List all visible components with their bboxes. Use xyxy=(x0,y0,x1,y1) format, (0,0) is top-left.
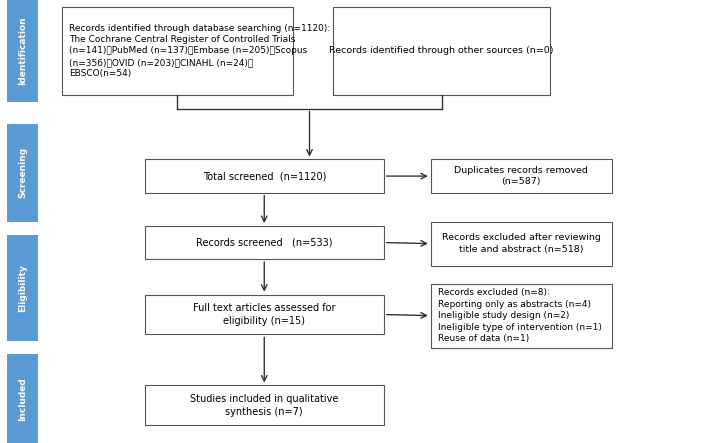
FancyBboxPatch shape xyxy=(7,124,38,222)
Text: Included: Included xyxy=(18,377,27,420)
Text: Records identified through other sources (n=0): Records identified through other sources… xyxy=(329,47,554,55)
Text: Records excluded after reviewing
title and abstract (n=518): Records excluded after reviewing title a… xyxy=(442,233,601,254)
FancyBboxPatch shape xyxy=(7,0,38,102)
Text: Identification: Identification xyxy=(18,17,27,85)
FancyBboxPatch shape xyxy=(62,7,293,95)
Text: Records identified through database searching (n=1120):
The Cochrane Central Reg: Records identified through database sear… xyxy=(69,23,330,78)
Text: Eligibility: Eligibility xyxy=(18,264,27,312)
Text: Screening: Screening xyxy=(18,147,27,198)
Text: Records screened   (n=533): Records screened (n=533) xyxy=(196,237,332,248)
FancyBboxPatch shape xyxy=(145,385,384,425)
FancyBboxPatch shape xyxy=(431,284,612,348)
Text: Studies included in qualitative
synthesis (n=7): Studies included in qualitative synthesi… xyxy=(190,394,338,417)
Text: Total screened  (n=1120): Total screened (n=1120) xyxy=(203,171,326,181)
Text: Records excluded (n=8):
Reporting only as abstracts (n=4)
Ineligible study desig: Records excluded (n=8): Reporting only a… xyxy=(438,288,602,343)
Text: Full text articles assessed for
eligibility (n=15): Full text articles assessed for eligibil… xyxy=(193,303,335,326)
FancyBboxPatch shape xyxy=(145,295,384,334)
FancyBboxPatch shape xyxy=(333,7,550,95)
FancyBboxPatch shape xyxy=(145,226,384,259)
FancyBboxPatch shape xyxy=(145,159,384,193)
FancyBboxPatch shape xyxy=(7,235,38,341)
Text: Duplicates records removed
(n=587): Duplicates records removed (n=587) xyxy=(455,166,588,187)
FancyBboxPatch shape xyxy=(7,354,38,443)
FancyBboxPatch shape xyxy=(431,222,612,266)
FancyBboxPatch shape xyxy=(431,159,612,193)
